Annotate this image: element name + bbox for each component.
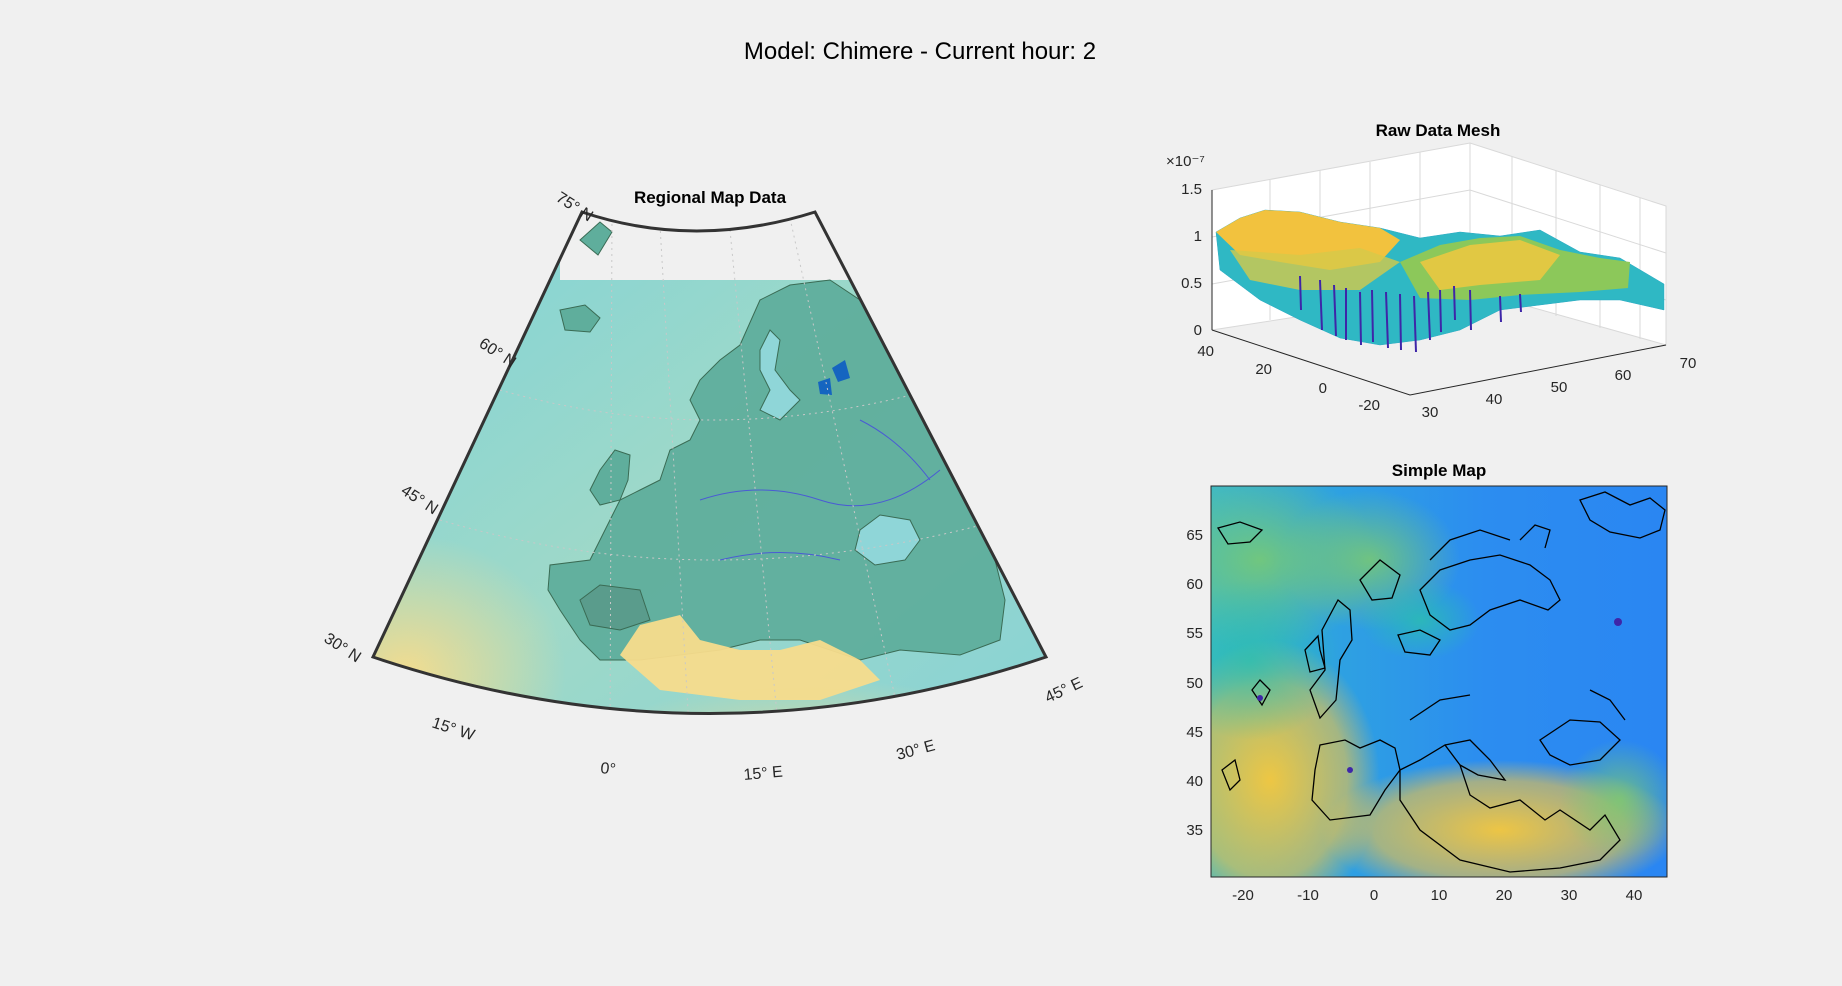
lat-label-45: 45° N — [398, 482, 441, 518]
lon-label-15e: 15° E — [743, 764, 784, 784]
mesh-xtick-2: 50 — [1551, 379, 1568, 396]
mesh-title: Raw Data Mesh — [1376, 121, 1501, 140]
simple-map-field — [1211, 486, 1667, 877]
lon-label-30e: 30° E — [895, 737, 937, 764]
simple-ytick: 60 — [1186, 576, 1203, 593]
regional-map: Regional Map Data — [321, 188, 1086, 784]
lon-label-45e: 45° E — [1043, 675, 1086, 707]
mesh-xtick-3: 60 — [1615, 367, 1632, 384]
mesh-xtick-1: 40 — [1486, 391, 1503, 408]
mesh-axes — [1211, 190, 1667, 396]
simple-map-frame — [1210, 485, 1668, 878]
simple-map: Simple Map — [1186, 461, 1668, 904]
simple-map-yticks: 35 40 45 50 55 60 65 — [1186, 527, 1203, 839]
regional-map-title: Regional Map Data — [634, 188, 787, 207]
simple-ytick: 35 — [1186, 822, 1203, 839]
mesh-ytick-3: 40 — [1197, 343, 1214, 360]
simple-xtick: -20 — [1232, 887, 1254, 904]
regional-map-frame — [370, 210, 1049, 715]
mesh-ztick-2: 1 — [1194, 228, 1202, 245]
simple-xtick: 30 — [1561, 887, 1578, 904]
simple-ytick: 65 — [1186, 527, 1203, 544]
simple-xtick: -10 — [1297, 887, 1319, 904]
simple-xtick: 10 — [1431, 887, 1448, 904]
simple-ytick: 55 — [1186, 625, 1203, 642]
simple-xtick: 40 — [1626, 887, 1643, 904]
simple-map-xticks: -20 -10 0 10 20 30 40 — [1232, 887, 1642, 904]
mesh-ztick-3: 1.5 — [1181, 181, 1202, 198]
simple-xtick: 20 — [1496, 887, 1513, 904]
mesh-ztick-1: 0.5 — [1181, 275, 1202, 292]
simple-map-title: Simple Map — [1392, 461, 1486, 480]
mesh-xtick-0: 30 — [1422, 404, 1439, 421]
mesh-xtick-4: 70 — [1680, 355, 1697, 372]
simple-map-coastlines — [1216, 491, 1666, 873]
mesh-plot: Raw Data Mesh — [1166, 121, 1696, 421]
lat-label-75: 75° N — [553, 189, 596, 225]
mesh-ytick-0: -20 — [1358, 397, 1380, 414]
figure-title: Model: Chimere - Current hour: 2 — [744, 38, 1096, 65]
lat-label-30: 30° N — [321, 630, 364, 666]
mesh-exponent: ×10⁻⁷ — [1166, 153, 1205, 170]
mesh-surface — [1215, 209, 1665, 353]
simple-ytick: 40 — [1186, 773, 1203, 790]
lon-label-0: 0° — [600, 760, 617, 779]
mesh-ztick-0: 0 — [1194, 322, 1202, 339]
simple-ytick: 45 — [1186, 724, 1203, 741]
mesh-ytick-2: 20 — [1255, 361, 1272, 378]
lat-label-60: 60° N — [476, 335, 519, 371]
simple-ytick: 50 — [1186, 675, 1203, 692]
lon-label-15w: 15° W — [430, 715, 478, 745]
simple-xtick: 0 — [1370, 887, 1378, 904]
mesh-ytick-1: 0 — [1319, 380, 1327, 397]
